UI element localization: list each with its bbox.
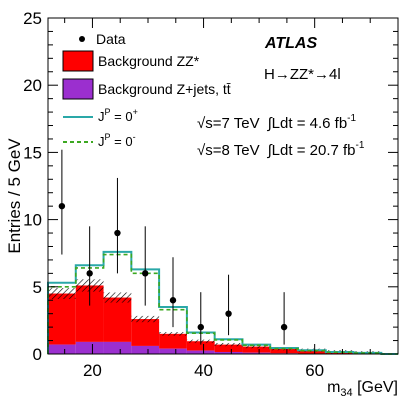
data-point <box>170 297 176 303</box>
data-point <box>59 203 65 209</box>
lumi-7tev-label: √s=7 TeV∫Ldt = 4.6 fb-1 <box>197 113 357 132</box>
legend-zz-label: Background ZZ* <box>98 53 200 69</box>
data-point <box>225 310 231 316</box>
lumi-8tev-label: √s=8 TeV∫Ldt = 20.7 fb-1 <box>197 140 365 159</box>
y-tick-label: 0 <box>33 345 42 364</box>
zjets-bar <box>48 345 76 354</box>
y-tick-label: 20 <box>23 76 42 95</box>
x-axis-label: m34 [GeV] <box>327 379 398 399</box>
data-point <box>86 270 92 276</box>
legend-data-marker <box>79 36 85 42</box>
legend-data-label: Data <box>96 31 126 47</box>
x-axis-label-subscript: 34 <box>340 387 352 399</box>
histogram-bars <box>48 279 381 354</box>
data-point <box>281 324 287 330</box>
x-tick-label: 40 <box>194 361 213 380</box>
zz-bar <box>159 334 187 349</box>
zz-uncertainty-band <box>104 292 132 302</box>
zjets-bar <box>76 342 104 354</box>
process-label: H→ZZ*→4l <box>264 66 341 83</box>
zjets-bar <box>131 346 159 354</box>
x-tick-label: 20 <box>83 361 102 380</box>
x-axis-label-unit: [GeV] <box>353 379 398 396</box>
legend-zz-swatch <box>63 51 93 71</box>
y-tick-label: 5 <box>33 278 42 297</box>
legend-zjets-swatch <box>63 79 93 99</box>
zz-uncertainty-band <box>131 316 159 322</box>
y-axis-label: Entries / 5 GeV <box>5 138 24 254</box>
zjets-bar <box>187 351 215 354</box>
x-tick-label: 60 <box>305 361 324 380</box>
data-point <box>198 324 204 330</box>
data-point <box>142 270 148 276</box>
zz-bar <box>104 298 132 342</box>
y-tick-label: 15 <box>23 143 42 162</box>
data-point <box>114 230 120 236</box>
zz-bar <box>131 319 159 346</box>
experiment-label: ATLAS <box>264 35 317 52</box>
zz-bar <box>48 294 76 345</box>
zjets-bar <box>159 349 187 354</box>
legend-zjets-label: Background Z+jets, tt̄ <box>98 81 231 97</box>
legend-jp-minus-label: JP = 0- <box>98 132 136 149</box>
zz-uncertainty-band <box>215 343 243 346</box>
zz-uncertainty-band <box>159 332 187 336</box>
zjets-bar <box>104 342 132 354</box>
y-tick-label: 10 <box>23 211 42 230</box>
legend-jp-plus-label: JP = 0+ <box>98 107 138 124</box>
zz-uncertainty-band <box>48 288 76 299</box>
y-tick-label: 25 <box>23 9 42 28</box>
